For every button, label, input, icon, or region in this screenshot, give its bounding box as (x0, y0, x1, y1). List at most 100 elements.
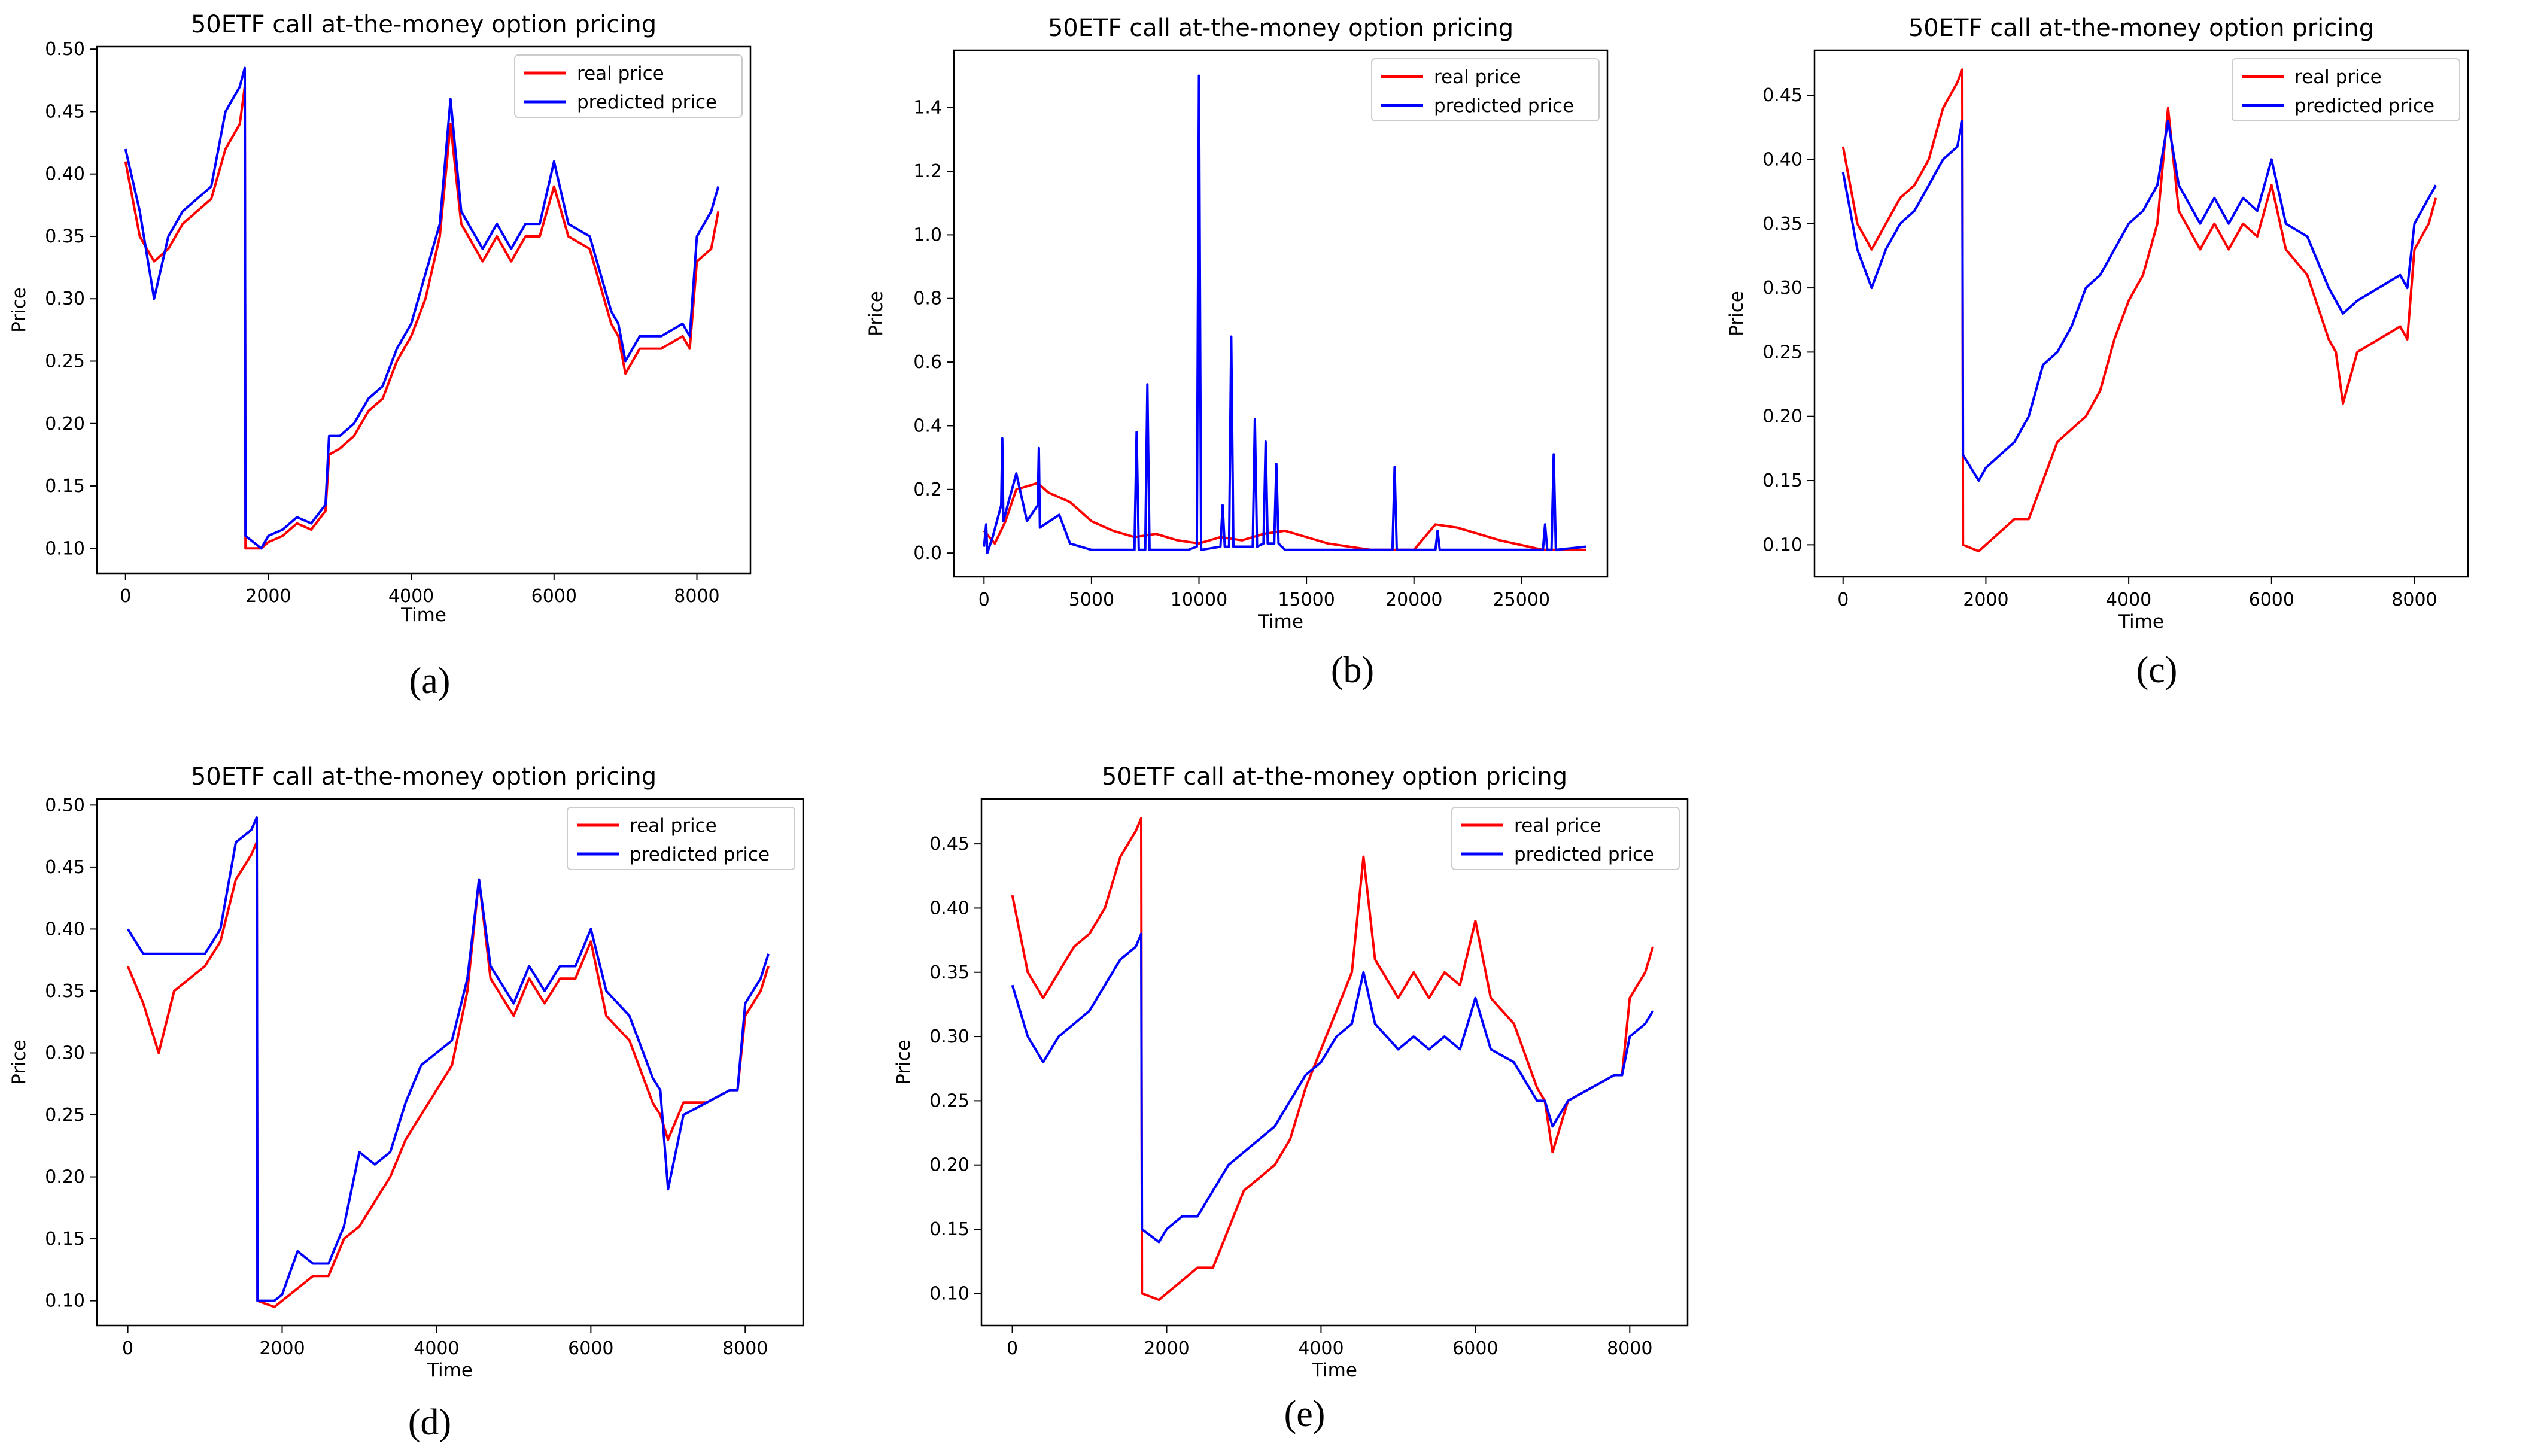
x-tick-label: 4000 (1298, 1338, 1344, 1359)
y-tick-label: 0.45 (929, 834, 969, 855)
y-tick-label: 0.25 (929, 1090, 969, 1111)
y-tick-label: 0.35 (45, 226, 85, 247)
x-tick-label: 2000 (259, 1338, 305, 1359)
y-tick-label: 0.30 (929, 1026, 969, 1047)
y-tick-label: 0.20 (45, 414, 85, 434)
y-tick-label: 0.30 (1762, 278, 1803, 299)
y-tick-label: 0.30 (45, 288, 85, 309)
legend: real price predicted price (1451, 807, 1680, 870)
y-axis-label: Price (865, 291, 887, 336)
axes-frame (953, 49, 1609, 578)
y-tick-label: 0.8 (913, 288, 942, 309)
x-axis-label: Time (1311, 1360, 1357, 1381)
y-axis-label: Price (1726, 291, 1747, 336)
legend: real price predicted price (567, 807, 795, 870)
y-tick-label: 0.20 (929, 1155, 969, 1176)
legend-label-real-price: real price (1434, 66, 1521, 88)
series-line-real-price (983, 482, 1586, 551)
x-tick-label: 2000 (1144, 1338, 1189, 1359)
series-line-real-price (1841, 68, 2437, 553)
y-tick-label: 0.35 (1762, 214, 1803, 235)
x-tick-label: 6000 (568, 1338, 613, 1359)
y-tick-label: 0.0 (913, 543, 942, 564)
panel-a: 50ETF call at-the-money option pricing 0… (8, 11, 752, 701)
y-axis-label: Price (8, 1039, 30, 1085)
x-tick-label: 2000 (245, 586, 291, 607)
legend-label-real-price: real price (1514, 815, 1601, 837)
x-tick-label: 5000 (1069, 589, 1114, 610)
x-tick-label: 6000 (1452, 1338, 1498, 1359)
y-tick-label: 0.45 (1762, 85, 1803, 106)
legend-label-predicted-price: predicted price (577, 92, 717, 113)
x-tick-label: 0 (1007, 1338, 1018, 1359)
y-tick-label: 1.0 (913, 224, 942, 245)
series-line-real-price (126, 841, 770, 1308)
panel-c: 50ETF call at-the-money option pricing 0… (1726, 14, 2469, 691)
x-tick-label: 4000 (414, 1338, 459, 1359)
x-tick-label: 15000 (1278, 589, 1335, 610)
y-tick-label: 0.35 (929, 962, 969, 983)
x-tick-label: 6000 (531, 586, 577, 607)
y-tick-label: 0.45 (45, 857, 85, 878)
legend-label-real-price: real price (577, 63, 664, 84)
x-tick-label: 0 (120, 586, 131, 607)
y-tick-label: 0.6 (913, 352, 942, 373)
y-tick-label: 0.10 (45, 1291, 85, 1312)
x-axis-label: Time (427, 1360, 473, 1381)
y-tick-label: 0.15 (45, 1229, 85, 1250)
panel-caption: (b) (1331, 650, 1374, 691)
x-axis-label: Time (400, 604, 446, 626)
y-tick-label: 0.40 (45, 919, 85, 940)
chart-title: 50ETF call at-the-money option pricing (1048, 14, 1513, 42)
y-tick-label: 0.50 (45, 39, 85, 60)
axes-frame (96, 798, 804, 1327)
series-line-real-price (124, 85, 720, 550)
y-tick-label: 0.15 (45, 476, 85, 497)
axes-frame (1813, 49, 2469, 578)
y-tick-label: 0.10 (1762, 534, 1803, 555)
y-tick-label: 0.10 (45, 538, 85, 559)
legend-label-real-price: real price (630, 815, 717, 837)
legend-label-predicted-price: predicted price (1434, 95, 1574, 117)
x-tick-label: 8000 (674, 586, 719, 607)
x-tick-label: 0 (1837, 589, 1849, 610)
axes-frame (980, 798, 1689, 1327)
panel-e: 50ETF call at-the-money option pricing 0… (893, 763, 1689, 1434)
x-tick-label: 20000 (1385, 589, 1442, 610)
legend-label-predicted-price: predicted price (2294, 95, 2434, 117)
y-tick-label: 0.25 (45, 351, 85, 372)
x-tick-label: 4000 (2106, 589, 2151, 610)
chart-title: 50ETF call at-the-money option pricing (191, 11, 656, 38)
x-tick-label: 6000 (2249, 589, 2294, 610)
y-tick-label: 0.50 (45, 795, 85, 816)
x-tick-label: 4000 (388, 586, 434, 607)
series-line-predicted-price (1011, 932, 1654, 1244)
legend: real price predicted price (1371, 58, 1600, 121)
legend-box (514, 54, 743, 118)
legend-label-predicted-price: predicted price (630, 844, 770, 865)
y-tick-label: 0.40 (1762, 149, 1803, 170)
y-tick-label: 0.40 (45, 164, 85, 185)
axes-frame (96, 45, 752, 575)
y-tick-label: 0.15 (929, 1219, 969, 1240)
panel-caption: (c) (2136, 650, 2178, 691)
panel-d: 50ETF call at-the-money option pricing 0… (8, 763, 804, 1443)
series-line-predicted-price (126, 816, 770, 1302)
legend-box (2232, 58, 2460, 121)
x-tick-label: 25000 (1493, 589, 1550, 610)
y-tick-label: 0.40 (929, 898, 969, 919)
x-axis-label: Time (1257, 611, 1303, 633)
legend-box (1371, 58, 1600, 121)
x-tick-label: 8000 (722, 1338, 768, 1359)
legend-box (1451, 807, 1680, 870)
y-tick-label: 0.35 (45, 981, 85, 1002)
chart-title: 50ETF call at-the-money option pricing (191, 763, 656, 791)
x-tick-label: 8000 (2391, 589, 2437, 610)
panel-b: 50ETF call at-the-money option pricing 0… (865, 14, 1609, 691)
chart-title: 50ETF call at-the-money option pricing (1908, 14, 2374, 42)
y-axis-label: Price (8, 287, 30, 333)
x-tick-label: 0 (122, 1338, 133, 1359)
legend-label-predicted-price: predicted price (1514, 844, 1654, 865)
